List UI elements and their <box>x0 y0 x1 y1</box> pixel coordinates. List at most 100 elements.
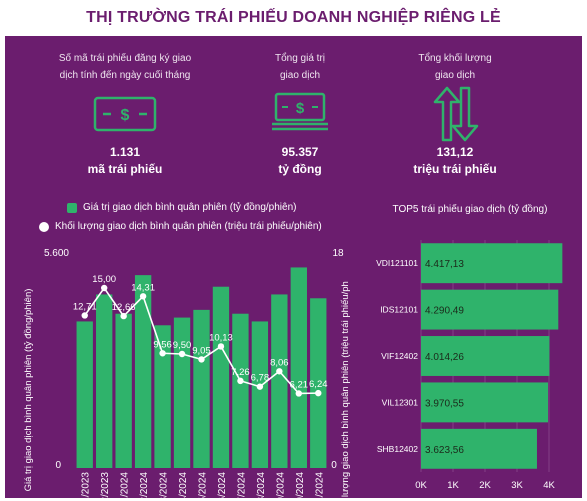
data-label: 9,50 <box>173 340 192 351</box>
legend-swatch <box>39 221 49 232</box>
line-point <box>237 377 244 385</box>
line-point <box>276 368 283 375</box>
data-label: 9,05 <box>192 345 211 356</box>
x-tick-label: T04/2024 <box>178 472 189 498</box>
data-label: 7,26 <box>231 367 250 378</box>
x-tick-label: T01/2024 <box>120 472 131 498</box>
x-tick-label: 0K <box>415 480 427 491</box>
bar <box>154 325 171 468</box>
bar <box>76 321 93 468</box>
kpi-label-line: giao dịch <box>279 70 321 81</box>
line-point <box>198 356 205 363</box>
legend-line-series: Khối lượng giao dịch bình quân phiên (tr… <box>39 221 322 232</box>
bar <box>271 294 288 468</box>
x-tick-label: T11/2023 <box>81 472 92 498</box>
kpi-label-line: giao dịch <box>434 70 476 81</box>
legend-bar-series: Giá trị giao dịch bình quân phiên (tỷ đồ… <box>67 202 296 213</box>
data-label: 6,21 <box>290 379 309 390</box>
money-stack-icon: $ <box>272 92 328 131</box>
page-title: THỊ TRƯỜNG TRÁI PHIẾU DOANH NGHIỆP RIÊNG… <box>86 9 501 26</box>
kpi-total-value: Tổng giá trị giao dịch $ 95.357 tỷ đồng <box>225 50 375 178</box>
data-label: 14,31 <box>131 282 155 293</box>
category-label: VIF12402 <box>381 351 418 361</box>
x-tick-label: T10/2024 <box>295 472 306 498</box>
y-right-axis-title: Khối lượng giao dịch bình quân phiên (tr… <box>340 281 351 498</box>
kpi-value: 131,12 <box>436 145 474 159</box>
x-tick-label: 4K <box>543 480 555 491</box>
y-tick-label: 0 <box>55 460 61 471</box>
kpi-label-line: Số mã trái phiếu đăng ký giao <box>58 53 192 64</box>
data-label: 4.014,26 <box>425 352 464 363</box>
kpi-label-line: Tổng khối lượng <box>418 53 492 64</box>
x-tick-label: T08/2024 <box>256 472 267 498</box>
bar <box>421 289 559 330</box>
bar <box>96 294 113 468</box>
line-point <box>100 284 108 292</box>
kpi-value: 1.131 <box>109 145 141 159</box>
line-point <box>139 293 147 300</box>
y-tick-label: 5.600 <box>44 248 69 259</box>
svg-text:$: $ <box>121 107 130 124</box>
bar <box>290 267 307 468</box>
up-down-arrows-icon <box>433 86 479 142</box>
line-point <box>81 312 88 319</box>
line-point <box>217 343 225 350</box>
y-right-tick-label: 18 <box>332 248 344 259</box>
line-point <box>256 383 264 390</box>
bar <box>421 428 537 469</box>
x-tick-label: T09/2024 <box>275 472 286 498</box>
x-tick-label: T11/2024 <box>314 472 325 498</box>
x-tick-label: T05/2024 <box>198 472 209 498</box>
kpi-label-line: dịch tính đến ngày cuối tháng <box>59 70 191 81</box>
bar <box>193 309 210 468</box>
line-point <box>159 350 166 357</box>
kpi-label-line: Tổng giá trị <box>274 53 326 64</box>
legend-label: Khối lượng giao dịch bình quân phiên (tr… <box>55 221 322 232</box>
bar <box>232 313 249 468</box>
bar <box>421 382 549 423</box>
x-tick-label: 3K <box>511 480 523 491</box>
y-right-tick-label: 0 <box>331 460 337 471</box>
bar <box>421 336 550 376</box>
line-point <box>315 389 322 397</box>
data-label: 8,06 <box>270 357 289 368</box>
data-label: 3.623,56 <box>425 445 464 456</box>
data-label: 3.970,55 <box>425 398 464 409</box>
kpi-unit: tỷ đồng <box>278 162 322 176</box>
y-axis-title: Giá trị giao dịch bình quân phiên (tỷ đồ… <box>23 289 34 492</box>
data-label: 10,13 <box>209 332 233 343</box>
legend-swatch <box>67 202 77 213</box>
kpi-value: 95.357 <box>281 145 319 159</box>
data-label: 12,66 <box>112 302 136 313</box>
data-label: 4.290,49 <box>425 306 464 317</box>
kpi-unit: triệu trái phiếu <box>413 162 497 176</box>
svg-text:$: $ <box>296 100 305 117</box>
top5-chart-title: TOP5 trái phiếu giao dịch (tỷ đồng) <box>392 204 548 215</box>
x-tick-label: T06/2024 <box>217 472 228 498</box>
x-tick-label: 2K <box>479 480 491 491</box>
line-point <box>295 390 303 397</box>
top5-bar-chart: 0K 1K 2K 3K 4K VDI121101 4.417,13 IDS12101 4.290… <box>376 240 563 491</box>
bar <box>134 275 152 468</box>
kpi-bond-count: Số mã trái phiếu đăng ký giao dịch tính … <box>35 50 215 178</box>
data-label: 12,71 <box>73 301 97 312</box>
infographic-panel: Số mã trái phiếu đăng ký giao dịch tính … <box>5 36 582 498</box>
bar <box>115 313 132 468</box>
category-label: IDS12101 <box>380 305 418 315</box>
bar <box>212 286 230 468</box>
category-label: SHB12402 <box>377 444 418 454</box>
data-label: 9,56 <box>153 339 172 350</box>
x-tick-label: T12/2023 <box>100 472 111 498</box>
kpi-total-volume: Tổng khối lượng giao dịch 131,12 triệu t… <box>385 50 525 178</box>
bar <box>251 321 269 468</box>
bar <box>310 298 327 468</box>
category-label: VDI121101 <box>376 258 418 268</box>
x-tick-label: T07/2024 <box>236 472 247 498</box>
data-label: 15,00 <box>92 274 116 285</box>
bar <box>421 243 563 284</box>
x-tick-label: T03/2024 <box>159 472 170 498</box>
x-tick-label: T02/2024 <box>139 472 150 498</box>
x-tick-label: 1K <box>447 480 459 491</box>
data-label: 4.417,13 <box>425 259 464 270</box>
line-point <box>120 312 127 320</box>
